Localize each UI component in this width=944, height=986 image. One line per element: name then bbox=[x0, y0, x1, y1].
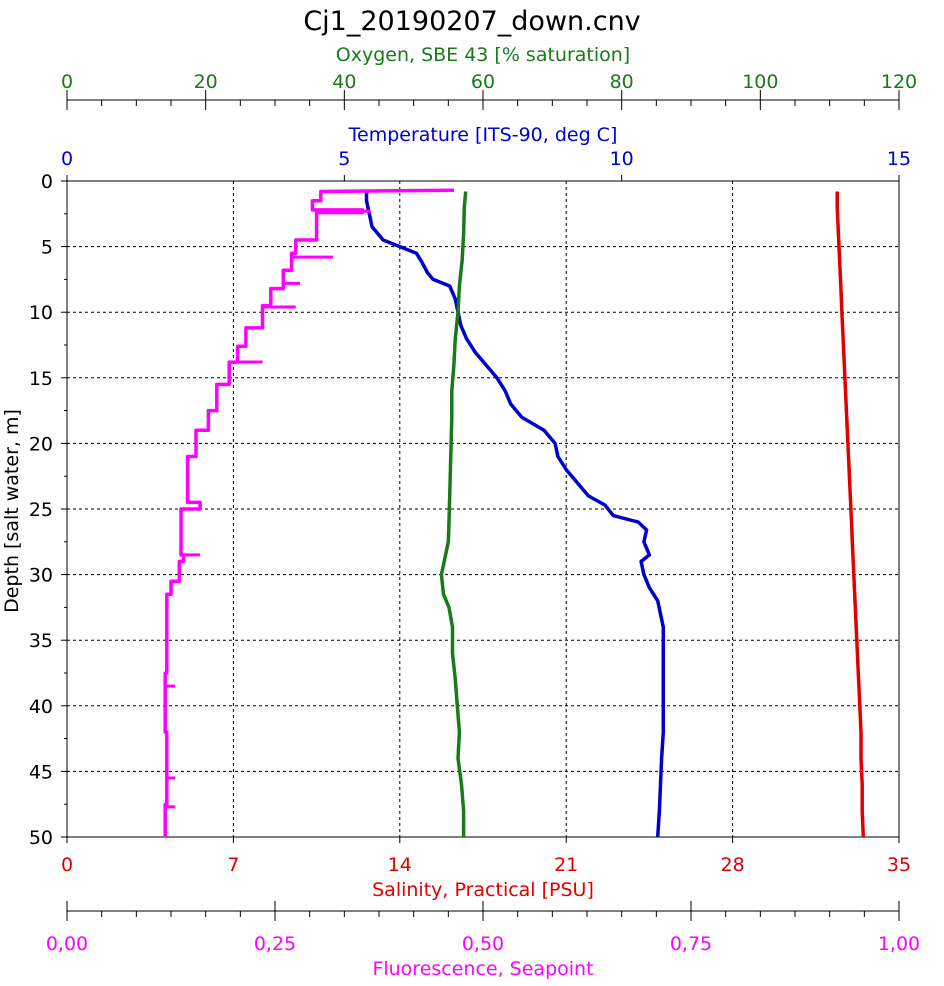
fluorescence-tick-label: 0,25 bbox=[254, 933, 296, 955]
y-axis-tick-label: 10 bbox=[29, 302, 53, 324]
salinity-tick-label: 7 bbox=[227, 854, 239, 876]
salinity-tick-label: 35 bbox=[887, 854, 911, 876]
y-axis-tick-label: 30 bbox=[29, 565, 53, 587]
oxygen-tick-label: 20 bbox=[194, 71, 218, 93]
salinity-tick-label: 14 bbox=[388, 854, 412, 876]
fluorescence-tick-label: 0,50 bbox=[462, 933, 504, 955]
temperature-tick-label: 5 bbox=[338, 148, 350, 170]
temperature-tick-label: 15 bbox=[887, 148, 911, 170]
oxygen-tick-label: 40 bbox=[332, 71, 356, 93]
y-axis-tick-label: 50 bbox=[29, 827, 53, 849]
oxygen-tick-label: 80 bbox=[610, 71, 634, 93]
salinity-tick-label: 0 bbox=[61, 854, 73, 876]
fluorescence-tick-label: 1,00 bbox=[878, 933, 920, 955]
salinity-series-line bbox=[835, 191, 866, 838]
oxygen-tick-label: 0 bbox=[61, 71, 73, 93]
oxygen-series-line bbox=[439, 191, 468, 837]
temperature-series-line bbox=[364, 191, 666, 838]
oxygen-tick-label: 100 bbox=[742, 71, 778, 93]
oxygen-tick-label: 120 bbox=[881, 71, 917, 93]
y-axis-tick-label: 15 bbox=[29, 368, 53, 390]
temperature-tick-label: 10 bbox=[610, 148, 634, 170]
y-axis-tick-label: 25 bbox=[29, 499, 53, 521]
y-axis-label: Depth [salt water, m] bbox=[1, 409, 23, 613]
chart-title: Cj1_20190207_down.cnv bbox=[303, 6, 640, 37]
y-axis-tick-label: 45 bbox=[29, 761, 53, 783]
salinity-tick-label: 28 bbox=[721, 854, 745, 876]
temperature-tick-label: 0 bbox=[61, 148, 73, 170]
fluorescence-tick-label: 0,00 bbox=[46, 933, 88, 955]
y-axis-tick-label: 20 bbox=[29, 433, 53, 455]
y-axis-tick-label: 35 bbox=[29, 630, 53, 652]
fluorescence-tick-label: 0,75 bbox=[670, 933, 712, 955]
oxygen-axis-label: Oxygen, SBE 43 [% saturation] bbox=[336, 44, 630, 66]
oxygen-tick-label: 60 bbox=[471, 71, 495, 93]
y-axis-tick-label: 40 bbox=[29, 696, 53, 718]
salinity-axis-label: Salinity, Practical [PSU] bbox=[372, 879, 594, 901]
fluorescence-series-line bbox=[163, 188, 454, 837]
fluorescence-axis-label: Fluorescence, Seapoint bbox=[372, 958, 593, 980]
temperature-axis-label: Temperature [ITS-90, deg C] bbox=[348, 124, 618, 146]
y-axis-tick-label: 5 bbox=[41, 237, 53, 259]
y-axis-tick-label: 0 bbox=[41, 171, 53, 193]
salinity-tick-label: 21 bbox=[554, 854, 578, 876]
